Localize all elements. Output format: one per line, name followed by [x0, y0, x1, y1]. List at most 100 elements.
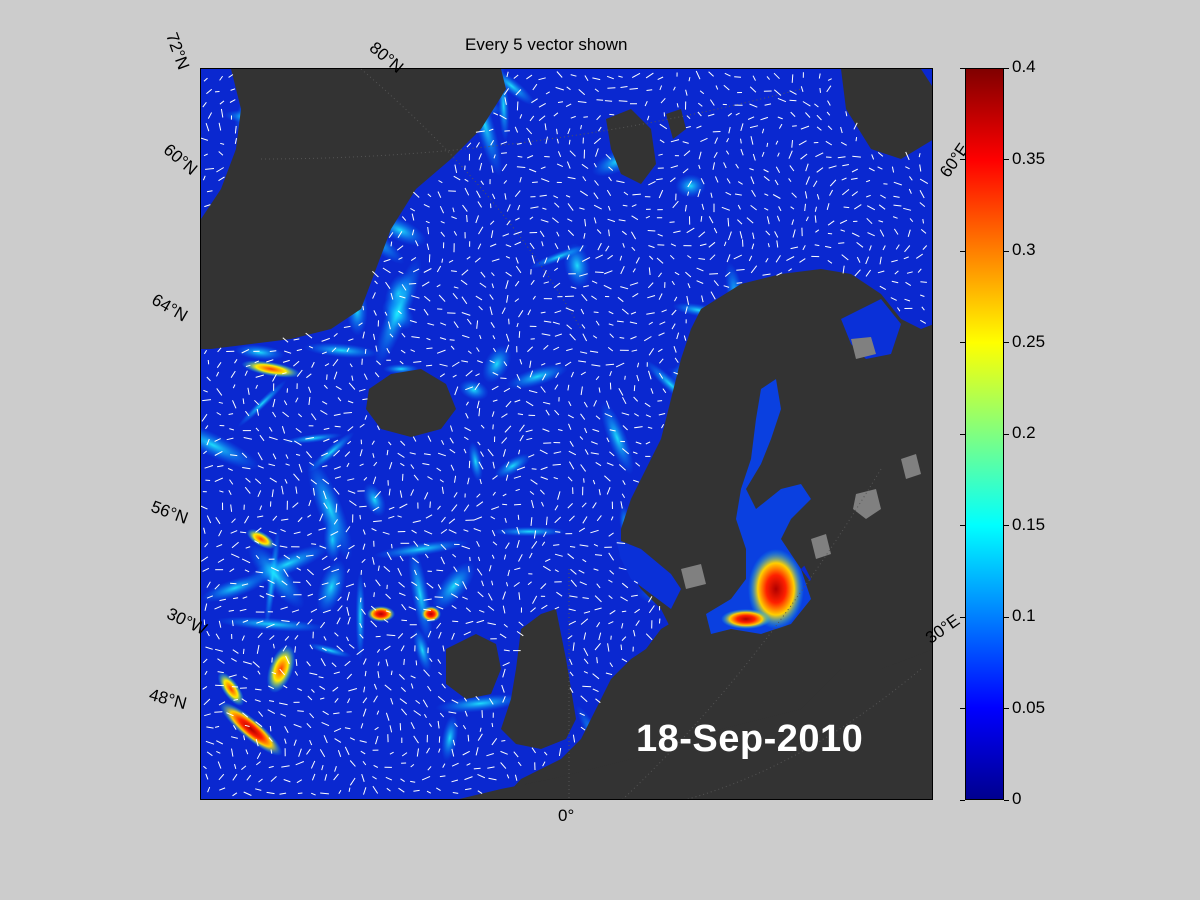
- current-vector: [539, 449, 548, 455]
- current-vector: [370, 620, 378, 628]
- current-vector: [293, 531, 301, 535]
- current-vector: [232, 400, 237, 409]
- current-vector: [634, 426, 643, 429]
- current-vector: [554, 384, 559, 390]
- current-vector: [320, 621, 326, 629]
- current-vector: [814, 206, 817, 212]
- current-vector: [893, 228, 899, 235]
- current-vector: [669, 221, 675, 223]
- current-vector: [205, 425, 209, 430]
- current-vector: [866, 217, 873, 225]
- current-vector: [477, 243, 482, 250]
- current-vector: [256, 752, 262, 760]
- current-vector: [241, 558, 251, 564]
- current-vector: [750, 176, 755, 185]
- current-vector: [674, 296, 678, 302]
- current-vector: [579, 207, 585, 210]
- current-vector: [643, 336, 652, 342]
- current-vector: [493, 112, 499, 116]
- current-vector: [515, 217, 520, 221]
- current-vector: [382, 267, 391, 274]
- current-vector: [362, 697, 368, 704]
- current-vector: [698, 231, 706, 238]
- current-vector: [474, 382, 480, 391]
- current-vector: [322, 490, 327, 500]
- speed-hotspot: [219, 702, 283, 756]
- current-vector: [621, 493, 626, 498]
- current-vector: [656, 257, 664, 264]
- current-vector: [204, 465, 214, 469]
- current-vector: [592, 77, 601, 81]
- current-vector: [709, 99, 715, 106]
- current-vector: [867, 232, 875, 237]
- current-vector: [583, 116, 588, 118]
- current-vector: [426, 582, 434, 589]
- current-vector: [241, 698, 248, 703]
- lakes: [681, 337, 921, 589]
- current-vector: [279, 545, 288, 548]
- current-vector: [513, 74, 519, 79]
- current-vector: [217, 347, 222, 353]
- current-vector: [372, 292, 376, 299]
- current-vector: [647, 115, 650, 121]
- current-vector: [644, 100, 648, 107]
- current-vector: [469, 556, 471, 562]
- current-vector: [518, 592, 521, 600]
- current-vector: [283, 438, 293, 443]
- current-vector: [609, 429, 616, 432]
- current-vector: [658, 332, 665, 336]
- current-vector: [499, 633, 507, 639]
- current-vector: [204, 542, 209, 548]
- current-vector: [776, 272, 783, 276]
- current-vector: [595, 698, 601, 704]
- current-vector: [243, 791, 252, 796]
- current-vector: [359, 449, 363, 457]
- current-vector: [258, 711, 264, 717]
- current-vector: [439, 775, 446, 778]
- current-vector: [427, 685, 432, 692]
- current-vector: [569, 150, 576, 157]
- current-vector: [557, 491, 561, 500]
- current-vector: [531, 255, 535, 264]
- current-vector: [554, 310, 562, 314]
- current-vector: [579, 190, 588, 197]
- current-vector: [606, 437, 610, 443]
- current-vector: [294, 671, 299, 676]
- current-vector: [608, 176, 612, 182]
- current-vector: [568, 450, 577, 456]
- current-vector: [609, 609, 616, 615]
- current-vector: [492, 335, 496, 340]
- current-vector: [619, 337, 625, 339]
- current-vector: [295, 453, 301, 456]
- current-vector: [233, 597, 239, 600]
- current-vector: [423, 530, 433, 535]
- current-vector: [647, 282, 654, 289]
- current-vector: [477, 556, 481, 562]
- current-vector: [790, 111, 796, 117]
- current-vector: [503, 623, 508, 628]
- current-vector: [532, 83, 538, 91]
- current-vector: [529, 360, 532, 368]
- current-vector: [878, 204, 886, 210]
- current-vector: [749, 125, 759, 129]
- current-vector: [322, 400, 328, 405]
- current-vector: [866, 194, 871, 198]
- current-vector: [492, 399, 498, 402]
- current-vector: [463, 697, 468, 702]
- current-vector: [761, 128, 765, 134]
- current-vector: [792, 229, 796, 238]
- current-vector: [415, 660, 418, 666]
- current-vector: [572, 642, 575, 651]
- current-vector: [608, 579, 613, 583]
- current-vector: [478, 408, 481, 417]
- current-vector: [596, 515, 602, 522]
- current-vector: [569, 333, 576, 341]
- current-vector: [723, 285, 730, 288]
- current-vector: [765, 230, 771, 236]
- current-vector: [545, 409, 550, 416]
- current-vector: [842, 265, 845, 274]
- current-vector: [491, 411, 495, 417]
- current-vector: [413, 474, 419, 481]
- current-vector: [604, 100, 613, 102]
- current-vector: [517, 204, 521, 211]
